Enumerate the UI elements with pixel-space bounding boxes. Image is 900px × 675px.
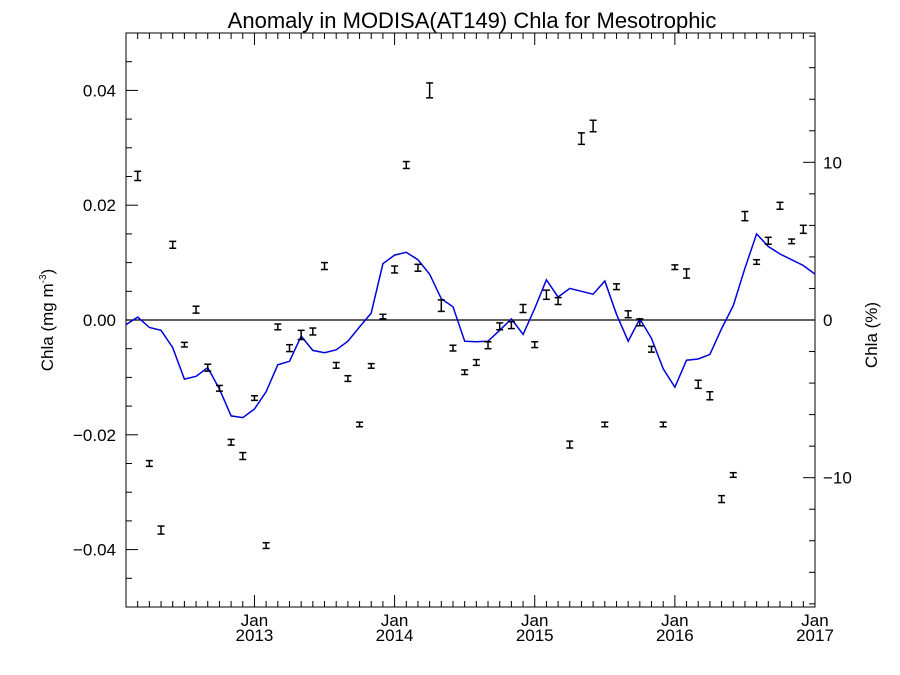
x-tick-label-month: Jan	[241, 611, 268, 630]
error-bar-point	[799, 224, 807, 235]
y-axis-label-left-close: )	[38, 269, 57, 275]
error-bar-point	[367, 362, 375, 369]
error-bar-point	[519, 303, 527, 314]
error-bar-point	[274, 323, 282, 331]
error-bar-point	[402, 160, 410, 170]
error-bar-point	[285, 343, 293, 353]
y-axis-label-left-text: Chla (mg m	[38, 283, 57, 371]
error-bar-point	[227, 438, 235, 446]
y-left-tick-label: 0.00	[83, 311, 116, 330]
x-tick-label-month: Jan	[801, 611, 828, 630]
error-bar-point	[659, 421, 667, 428]
x-tick-label-month: Jan	[661, 611, 688, 630]
error-bar-point	[648, 345, 656, 353]
error-bar-point	[239, 451, 247, 461]
x-tick-label-year: 2013	[236, 626, 274, 645]
error-bar-point	[262, 541, 270, 550]
y-axis-label-right: Chla (%)	[862, 302, 881, 368]
error-bar-point	[589, 119, 597, 133]
error-bar-point	[507, 320, 515, 330]
error-bar-point	[718, 494, 726, 504]
error-bar-point	[379, 313, 387, 320]
error-bar-point	[192, 305, 200, 314]
error-bar-point	[788, 238, 796, 245]
error-bar-point	[729, 471, 737, 479]
y-right-tick-label: 0	[823, 311, 832, 330]
error-bar-point	[461, 369, 469, 376]
error-bar-point	[145, 459, 153, 468]
error-bar-point	[577, 132, 585, 146]
error-bar-point	[683, 268, 691, 279]
chart-title: Anomaly in MODISA(AT149) Chla for Mesotr…	[228, 8, 717, 33]
error-bar-point	[753, 258, 761, 266]
y-right-tick-label: 10	[823, 153, 842, 172]
error-bar-point	[250, 395, 258, 402]
error-bar-point	[157, 525, 165, 535]
error-bar-point	[554, 296, 562, 306]
error-bar-point	[601, 421, 609, 428]
error-bar-point	[706, 391, 714, 401]
smoothed-anomaly-line	[125, 232, 816, 419]
error-bar-point	[542, 289, 550, 301]
error-bar-point	[776, 201, 784, 210]
y-right-tick-label: −10	[823, 469, 852, 488]
y-axis-label-left-sup: -3	[38, 274, 49, 283]
x-tick-label-year: 2015	[516, 626, 554, 645]
error-bar-point	[297, 329, 305, 341]
error-bar-point	[204, 363, 212, 372]
x-tick-label-year: 2014	[376, 626, 414, 645]
x-tick-label-month: Jan	[521, 611, 548, 630]
error-bar-point	[484, 341, 492, 350]
error-bar-point	[496, 322, 504, 331]
error-bar-point	[741, 210, 749, 222]
error-bar-point	[636, 318, 644, 327]
error-bar-point	[134, 170, 142, 182]
axes: 0.040.020.00−0.02−0.04100−10Jan2013Jan20…	[73, 32, 852, 645]
error-bar-point	[332, 361, 340, 369]
y-left-tick-label: −0.02	[73, 426, 116, 445]
error-bar-point	[309, 327, 317, 336]
error-bar-point	[624, 310, 632, 319]
plot-content	[125, 82, 816, 550]
error-bar-point	[437, 299, 445, 313]
error-bar-point	[449, 344, 457, 352]
y-left-tick-label: −0.04	[73, 541, 116, 560]
error-bar-point	[344, 374, 352, 383]
error-bar-point	[531, 341, 539, 349]
x-tick-label-year: 2016	[656, 626, 694, 645]
error-bar-point	[169, 240, 177, 249]
error-bar-point	[671, 264, 679, 271]
x-tick-label-year: 2017	[796, 626, 834, 645]
error-bar-point	[180, 341, 188, 348]
x-tick-label-month: Jan	[381, 611, 408, 630]
error-bar-point	[566, 440, 574, 449]
y-left-tick-label: 0.02	[83, 196, 116, 215]
y-axis-label-left: Chla (mg m-3)	[38, 269, 57, 371]
y-left-tick-label: 0.04	[83, 81, 116, 100]
error-bar-point	[391, 265, 399, 274]
error-bar-point	[472, 358, 480, 367]
error-bar-point	[414, 263, 422, 272]
error-bar-point	[215, 384, 223, 392]
error-bar-point	[694, 379, 702, 390]
error-bar-point	[612, 283, 620, 291]
error-bar-point	[356, 421, 364, 428]
error-bar-point	[321, 261, 329, 271]
error-bar-point	[764, 236, 772, 245]
error-bar-point	[426, 82, 434, 99]
